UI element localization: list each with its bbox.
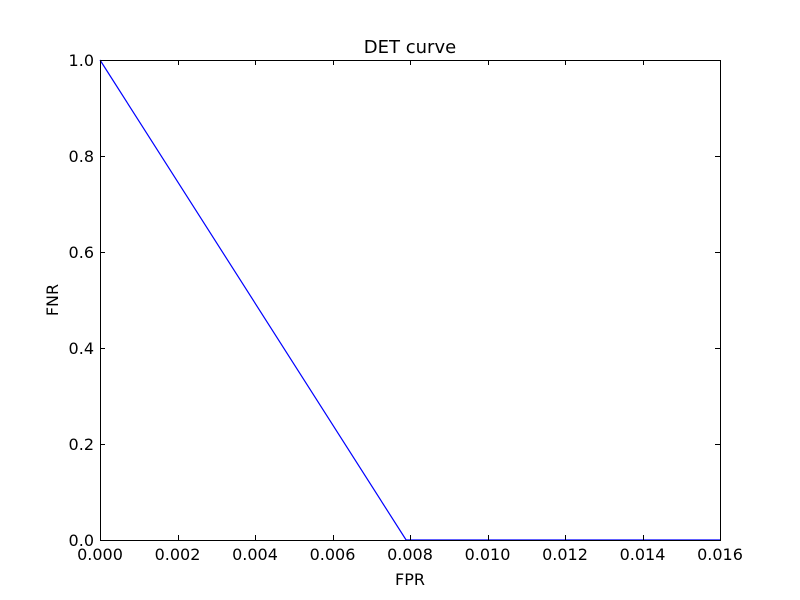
x-tick-label: 0.010	[465, 545, 511, 564]
x-tick-label: 0.000	[77, 545, 123, 564]
y-axis-ticks: 0.0 0.2 0.4 0.6 0.8 1.0	[69, 51, 720, 550]
x-tick-label: 0.008	[387, 545, 433, 564]
y-tick-label: 0.4	[69, 339, 94, 358]
y-tick-label: 0.0	[69, 531, 94, 550]
y-axis-label: FNR	[43, 284, 62, 316]
x-tick-label: 0.014	[620, 545, 666, 564]
x-tick-label: 0.002	[155, 545, 201, 564]
y-tick-label: 0.8	[69, 147, 94, 166]
x-tick-label: 0.016	[697, 545, 743, 564]
x-tick-label: 0.012	[542, 545, 588, 564]
x-tick-label: 0.004	[232, 545, 278, 564]
x-axis-ticks: 0.000 0.002 0.004 0.006 0.008 0.010 0.012 0.014…	[77, 60, 743, 564]
x-axis-label: FPR	[395, 570, 425, 589]
y-tick-label: 0.2	[69, 435, 94, 454]
chart-title: DET curve	[364, 37, 456, 58]
y-tick-label: 0.6	[69, 243, 94, 262]
y-tick-label: 1.0	[69, 51, 94, 70]
x-tick-label: 0.006	[310, 545, 356, 564]
